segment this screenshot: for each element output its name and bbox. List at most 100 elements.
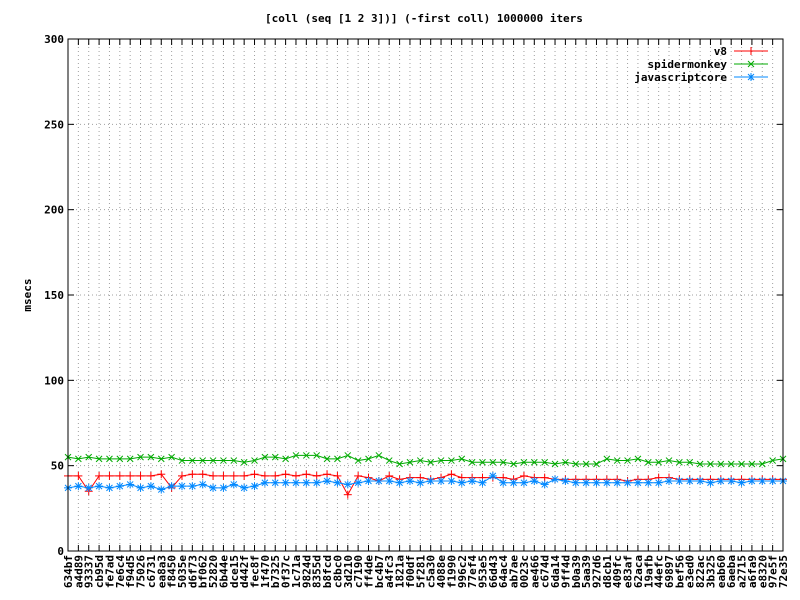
- data-point: [354, 471, 363, 480]
- series-spidermonkey: [64, 452, 787, 468]
- data-point: [260, 471, 269, 480]
- x-tick-label: 8355d: [311, 555, 324, 588]
- data-point: [209, 457, 217, 464]
- data-point: [105, 471, 114, 480]
- series-line: [68, 473, 783, 496]
- data-point: [603, 455, 611, 463]
- data-point: [716, 477, 725, 486]
- data-point: [126, 471, 135, 480]
- data-point: [209, 483, 218, 492]
- data-point: [177, 471, 186, 480]
- data-point: [747, 477, 756, 486]
- x-tick-label: d8cb1: [601, 555, 614, 588]
- grid-lines: [68, 39, 783, 551]
- x-tick-label: a4fc3: [383, 555, 396, 588]
- data-point: [146, 482, 155, 491]
- data-point: [758, 477, 767, 486]
- data-point: [146, 471, 155, 480]
- x-tick-label: bc4b7: [373, 555, 386, 588]
- data-point: [95, 482, 104, 491]
- data-point: [416, 478, 425, 487]
- data-point: [229, 471, 238, 480]
- data-point: [676, 458, 683, 466]
- x-tick-label: fe7ad: [103, 555, 116, 588]
- data-point: [157, 470, 166, 479]
- data-point: [312, 471, 321, 480]
- data-point: [572, 460, 580, 468]
- axis-ticks: 050100150200250300634bfa4d8993337cb95dfe…: [44, 33, 790, 588]
- data-point: [727, 460, 735, 468]
- data-point: [727, 477, 736, 486]
- x-tick-label: 93337: [83, 555, 96, 588]
- data-point: [665, 477, 674, 486]
- x-tick-label: f00df: [404, 555, 417, 588]
- data-point: [354, 457, 362, 464]
- data-point: [509, 478, 518, 487]
- data-point: [519, 478, 528, 487]
- x-tick-label: ab7ae: [508, 555, 521, 588]
- x-tick-label: a4d89: [72, 555, 85, 588]
- data-point: [240, 483, 249, 492]
- x-tick-label: f8450: [166, 555, 179, 588]
- x-tick-label: e3ed0: [684, 555, 697, 588]
- data-point: [613, 478, 622, 487]
- data-point: [551, 460, 559, 468]
- x-tick-label: e8320: [756, 555, 769, 588]
- x-tick-label: d6f73: [186, 555, 199, 588]
- x-tick-label: 77ef4: [466, 555, 479, 588]
- y-tick-label: 50: [51, 460, 64, 473]
- data-point: [406, 458, 414, 466]
- x-tick-label: bef56: [673, 555, 686, 588]
- data-point: [198, 470, 207, 479]
- data-point: [510, 460, 517, 468]
- data-point: [457, 478, 466, 487]
- data-point: [593, 460, 600, 468]
- y-axis-label: msecs: [21, 278, 34, 311]
- data-point: [416, 457, 424, 464]
- x-tick-label: 3b325: [704, 555, 717, 588]
- data-point: [343, 480, 352, 489]
- legend-item: spidermonkey: [648, 58, 768, 71]
- data-point: [84, 483, 93, 492]
- data-point: [126, 480, 135, 489]
- x-tick-label: ae466: [528, 555, 541, 588]
- x-tick-label: 3d210: [342, 555, 355, 588]
- legend-marker: [747, 73, 755, 81]
- data-point: [95, 455, 103, 463]
- data-point: [323, 470, 332, 479]
- data-point: [365, 455, 372, 463]
- data-point: [769, 457, 776, 464]
- data-point: [178, 457, 186, 464]
- data-point: [499, 478, 508, 487]
- data-point: [644, 458, 652, 466]
- data-point: [271, 453, 279, 461]
- x-tick-label: 62aca: [632, 555, 645, 588]
- data-point: [426, 477, 435, 486]
- x-tick-label: 5f281: [414, 555, 427, 588]
- legend-item: javascriptcore: [634, 71, 768, 84]
- x-tick-label: 72e35: [777, 555, 790, 588]
- data-point: [260, 478, 269, 487]
- data-point: [479, 458, 486, 466]
- data-point: [561, 477, 570, 486]
- data-point: [655, 458, 663, 466]
- x-tick-label: f94d5: [124, 555, 137, 588]
- data-point: [220, 457, 227, 464]
- data-point: [229, 480, 238, 489]
- data-point: [281, 470, 290, 479]
- data-point: [748, 460, 756, 468]
- x-tick-label: 7e6c4: [114, 555, 127, 588]
- data-point: [624, 457, 631, 464]
- data-point: [95, 471, 104, 480]
- legend-label: v8: [714, 45, 727, 58]
- x-tick-label: 927d6: [590, 555, 603, 588]
- x-tick-label: 52820: [207, 555, 220, 588]
- x-tick-label: 69897: [663, 555, 676, 588]
- data-point: [437, 477, 446, 486]
- x-tick-label: 66d43: [487, 555, 500, 588]
- data-point: [177, 482, 186, 491]
- x-tick-label: 75026: [135, 555, 148, 588]
- data-point: [385, 477, 394, 486]
- y-tick-label: 100: [44, 374, 64, 387]
